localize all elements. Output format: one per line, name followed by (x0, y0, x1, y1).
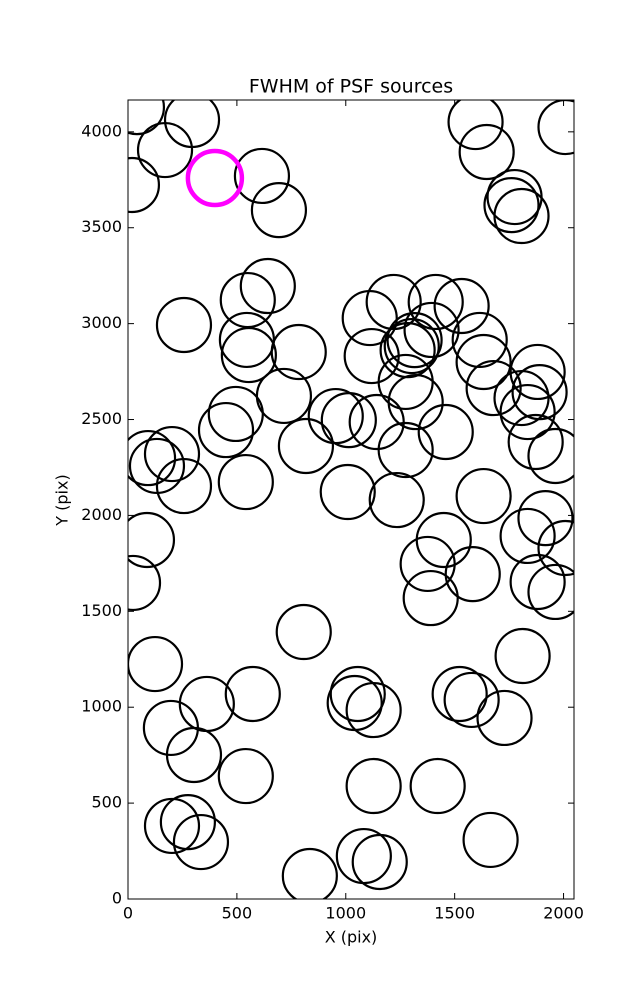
psf-source (443, 671, 500, 729)
psf-source (143, 425, 201, 483)
psf-source (455, 333, 512, 391)
x-axis-label: X (pix) (325, 928, 378, 947)
psf-source (447, 100, 504, 151)
psf-source (493, 187, 550, 245)
psf-source (136, 121, 194, 179)
psf-source (455, 467, 512, 525)
x-tick-label: 2000 (543, 904, 584, 923)
psf-source (476, 689, 533, 747)
psf-source (517, 490, 574, 547)
psf-source (365, 273, 422, 331)
psf-source (403, 301, 460, 359)
y-tick-label: 1000 (81, 697, 122, 716)
psf-source (217, 747, 274, 805)
psf-source (185, 148, 245, 208)
psf-source (319, 463, 376, 521)
psf-source (499, 507, 556, 565)
psf-source (329, 665, 386, 723)
psf-source (128, 100, 166, 136)
plot-frame (127, 99, 575, 900)
psf-source (277, 417, 335, 475)
psf-source (275, 603, 332, 661)
psf-source (155, 457, 213, 515)
x-tick-label: 1000 (325, 904, 366, 923)
psf-source (197, 401, 255, 459)
psf-source (387, 373, 444, 431)
psf-source (402, 569, 459, 627)
y-tick-label: 3000 (81, 313, 122, 332)
y-tick-label: 2000 (81, 505, 122, 524)
psf-source (483, 177, 540, 234)
psf-source (348, 393, 405, 451)
psf-source (307, 387, 364, 445)
psf-source (509, 553, 566, 611)
psf-source (128, 429, 177, 487)
psf-source (220, 326, 277, 384)
psf-source (509, 343, 566, 401)
psf-source (462, 811, 519, 869)
psf-source (458, 123, 515, 181)
psf-source (527, 427, 574, 485)
psf-source (386, 312, 443, 369)
psf-source (494, 627, 551, 685)
psf-source (465, 359, 522, 417)
psf-source (155, 296, 213, 354)
x-tick-label: 0 (123, 904, 133, 923)
y-tick-label: 0 (112, 889, 122, 908)
psf-source (281, 847, 338, 899)
psf-source (407, 273, 464, 331)
psf-source (444, 546, 501, 603)
psf-source (431, 665, 488, 723)
psf-source (250, 181, 308, 239)
x-tick-label: 500 (222, 904, 253, 923)
psf-source (239, 257, 296, 315)
psf-source (270, 323, 327, 381)
psf-source (351, 833, 408, 891)
psf-source (399, 535, 456, 593)
y-tick-label: 2500 (81, 409, 122, 428)
psf-source (345, 757, 402, 815)
psf-source (537, 519, 574, 577)
psf-source (345, 681, 402, 739)
chart-title: FWHM of PSF sources (249, 76, 453, 98)
psf-source (417, 403, 474, 461)
psf-source (159, 793, 216, 851)
psf-source (499, 383, 556, 441)
psf-source (172, 813, 230, 871)
psf-source (433, 277, 490, 335)
psf-source (128, 511, 176, 569)
y-tick-label: 1500 (81, 601, 122, 620)
psf-source (451, 311, 508, 369)
psf-source (207, 385, 264, 443)
y-tick-label: 500 (91, 793, 122, 812)
psf-source (233, 147, 291, 205)
psf-source (527, 563, 574, 621)
y-axis-label: Y (pix) (53, 474, 72, 526)
psf-source (511, 363, 568, 421)
psf-source (368, 471, 425, 529)
psf-source (128, 156, 161, 214)
psf-source (165, 726, 223, 784)
psf-source (217, 453, 274, 511)
x-tick-label: 1500 (434, 904, 475, 923)
y-tick-label: 3500 (81, 217, 122, 236)
psf-source (383, 317, 440, 375)
psf-source (409, 757, 466, 815)
psf-source (224, 665, 281, 723)
psf-source (507, 413, 564, 471)
psf-source (128, 554, 162, 612)
y-tick-label: 4000 (81, 121, 122, 140)
